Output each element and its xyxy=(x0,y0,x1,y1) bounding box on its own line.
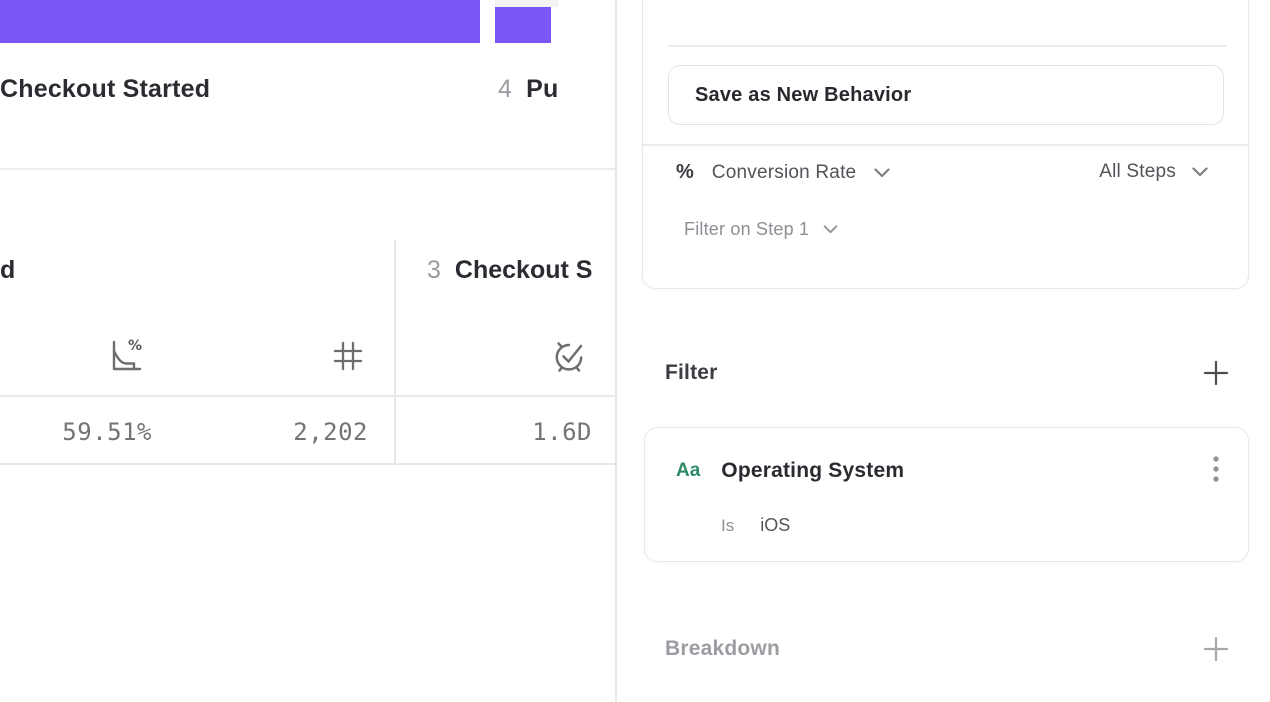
table-row-rule xyxy=(0,463,615,465)
plus-icon xyxy=(1203,360,1229,386)
add-filter-button[interactable] xyxy=(1201,358,1231,388)
card-inner-divider xyxy=(668,45,1226,47)
step-name: Checkout S xyxy=(454,256,593,284)
chevron-down-icon xyxy=(1192,167,1208,177)
filter-property-name: Operating System xyxy=(721,459,905,482)
step-name: Checkout Started xyxy=(0,75,211,103)
plus-icon xyxy=(1203,636,1229,662)
filter-section-header: Filter xyxy=(665,358,1231,388)
save-as-new-behavior-button[interactable]: Save as New Behavior xyxy=(668,65,1224,125)
filter-operator: Is xyxy=(721,516,735,535)
funnel-step-label-checkout-started: Checkout Started xyxy=(0,75,210,104)
step-number: 4 xyxy=(498,75,513,103)
steps-scope-dropdown[interactable]: All Steps xyxy=(1099,161,1208,183)
filter-condition-row: Is iOS xyxy=(721,515,790,536)
step-number: 3 xyxy=(427,256,441,284)
table-header-rule xyxy=(0,395,615,397)
funnel-bar-checkout-started[interactable] xyxy=(0,0,480,43)
metric-row: % Conversion Rate All Steps xyxy=(643,161,1248,191)
svg-text:%: % xyxy=(128,338,142,354)
funnel-bar-purchase[interactable] xyxy=(495,7,551,43)
table-step-header-left: d xyxy=(0,256,15,285)
step-name: Pu xyxy=(526,75,559,103)
filter-card-header: Aa Operating System xyxy=(676,454,1220,488)
count-icon xyxy=(330,338,366,374)
filter-on-step-dropdown[interactable]: Filter on Step 1 xyxy=(684,219,838,240)
metric-settings-card: Save as New Behavior % Conversion Rate A… xyxy=(642,0,1249,289)
count-value: 2,202 xyxy=(293,418,368,446)
card-section-divider xyxy=(643,144,1248,146)
save-button-label: Save as New Behavior xyxy=(695,83,912,106)
breakdown-section-header: Breakdown xyxy=(665,634,1231,664)
filter-section-title: Filter xyxy=(665,361,718,384)
time-to-convert-icon xyxy=(551,336,587,372)
avg-time-value: 1.6D xyxy=(532,418,592,446)
funnel-step-label-purchase: 4 Pu xyxy=(498,75,558,104)
conversion-rate-icon: % xyxy=(108,338,144,374)
table-column-divider xyxy=(394,240,396,465)
chart-table-divider xyxy=(0,168,615,170)
kebab-menu-icon[interactable] xyxy=(1212,454,1220,488)
filter-on-step-label: Filter on Step 1 xyxy=(684,219,810,239)
step-name-suffix: d xyxy=(0,256,16,284)
funnel-config-panel: Save as New Behavior % Conversion Rate A… xyxy=(615,0,1270,702)
breakdown-section-title: Breakdown xyxy=(665,637,780,660)
steps-scope-label: All Steps xyxy=(1099,161,1176,182)
filter-card-operating-system[interactable]: Aa Operating System Is iOS xyxy=(644,427,1249,562)
chevron-down-icon xyxy=(874,167,890,177)
metric-dropdown[interactable]: % Conversion Rate xyxy=(676,161,890,184)
chevron-down-icon xyxy=(823,225,838,234)
table-step-header-checkout-started: 3 Checkout S xyxy=(427,256,615,285)
filter-value: iOS xyxy=(760,515,791,535)
metric-dropdown-label: Conversion Rate xyxy=(711,161,857,183)
conversion-rate-value: 59.51% xyxy=(62,418,152,446)
funnel-bar-background xyxy=(495,0,558,7)
percent-icon: % xyxy=(676,161,694,183)
add-breakdown-button[interactable] xyxy=(1201,634,1231,664)
property-type-badge: Aa xyxy=(676,460,701,481)
